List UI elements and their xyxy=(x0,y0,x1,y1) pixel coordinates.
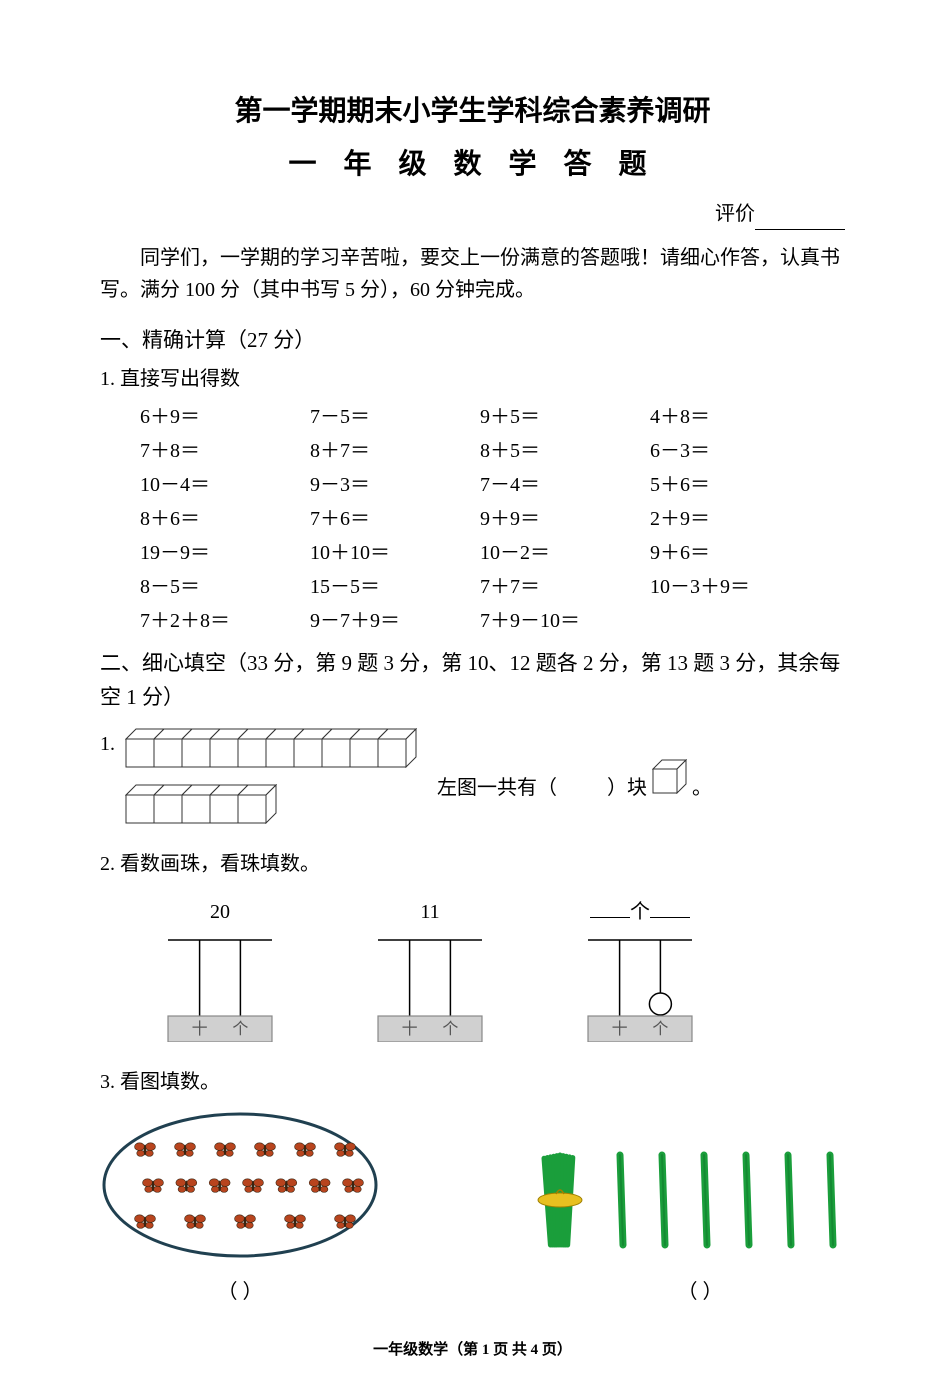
abacus-blank[interactable] xyxy=(590,917,630,918)
calc-cell: 5＋6＝ xyxy=(650,469,820,501)
section2-heading-text: 二、细心填空（33 分，第 9 题 3 分，第 10、12 题各 2 分，第 1… xyxy=(100,651,840,709)
calc-row: 19－9＝10＋10＝10－2＝9＋6＝ xyxy=(140,537,845,569)
calc-cell: 9＋5＝ xyxy=(480,401,650,433)
question-2: 2. 看数画珠，看珠填数。 20十个11十个个十个 xyxy=(100,848,845,1052)
q3-butterflies-col: （ ） xyxy=(100,1110,380,1308)
calc-cell: 9＋6＝ xyxy=(650,537,820,569)
q1-text-suffix: ）块 xyxy=(607,777,647,799)
calc-row: 10－4＝9－3＝7－4＝5＋6＝ xyxy=(140,469,845,501)
calc-cell xyxy=(650,605,820,637)
q1-text: 左图一共有（ ）块 。 xyxy=(437,759,712,804)
calc-cell: 9－7＋9＝ xyxy=(310,605,480,637)
butterfly-oval xyxy=(100,1110,380,1270)
calc-cell: 10－2＝ xyxy=(480,537,650,569)
calc-cell: 8＋6＝ xyxy=(140,503,310,535)
q2-text: 看数画珠，看珠填数。 xyxy=(120,853,320,875)
abacus-svg: 十个 xyxy=(580,932,700,1052)
svg-text:个: 个 xyxy=(652,1020,668,1038)
svg-text:十: 十 xyxy=(402,1020,418,1038)
section1-sub: 1. 直接写出得数 xyxy=(100,363,845,395)
calc-cell: 7＋6＝ xyxy=(310,503,480,535)
calc-cell: 7＋7＝ xyxy=(480,571,650,603)
calc-cell: 7＋2＋8＝ xyxy=(140,605,310,637)
abacus-unit: 个十个 xyxy=(580,896,700,1052)
calc-row: 7＋2＋8＝9－7＋9＝7＋9－10＝ xyxy=(140,605,845,637)
abacus-svg: 十个 xyxy=(160,932,280,1052)
abacus-unit: 20十个 xyxy=(160,896,280,1052)
intro-paragraph: 同学们，一学期的学习辛苦啦，要交上一份满意的答题哦！请细心作答，认真书写。满分 … xyxy=(100,242,845,306)
q3-sticks-col: （ ） xyxy=(520,1140,880,1308)
calc-row: 8＋6＝7＋6＝9＋9＝2＋9＝ xyxy=(140,503,845,535)
page-footer: 一年级数学（第 1 页 共 4 页） xyxy=(100,1338,845,1362)
question-3: 3. 看图填数。 （ ） （ ） xyxy=(100,1066,845,1308)
single-cube-icon xyxy=(652,759,687,804)
question-1: 1. 左图一共有（ ）块 。 xyxy=(100,728,845,834)
calc-cell: 6＋9＝ xyxy=(140,401,310,433)
calc-cell: 10－3＋9＝ xyxy=(650,571,820,603)
abacus-unit: 11十个 xyxy=(370,896,490,1052)
abacus-label: 11 xyxy=(370,896,490,928)
q3-text: 看图填数。 xyxy=(120,1071,220,1093)
calc-cell: 8＋5＝ xyxy=(480,435,650,467)
calc-cell: 4＋8＝ xyxy=(650,401,820,433)
cube-stacks xyxy=(125,728,417,834)
abacus-area: 20十个11十个个十个 xyxy=(160,896,845,1052)
section1-heading: 一、精确计算（27 分） xyxy=(100,324,845,358)
q3-right-paren[interactable]: （ ） xyxy=(520,1276,880,1308)
section2-heading: 二、细心填空（33 分，第 9 题 3 分，第 10、12 题各 2 分，第 1… xyxy=(100,647,845,714)
svg-text:个: 个 xyxy=(442,1020,458,1038)
calc-cell: 7－5＝ xyxy=(310,401,480,433)
calc-cell: 7－4＝ xyxy=(480,469,650,501)
q1-text-end: 。 xyxy=(692,777,712,799)
calc-cell: 2＋9＝ xyxy=(650,503,820,535)
sticks-picture xyxy=(520,1140,880,1270)
title-sub: 一 年 级 数 学 答 题 xyxy=(100,143,845,188)
eval-line: 评价 xyxy=(100,198,845,230)
calc-cell: 6－3＝ xyxy=(650,435,820,467)
calc-row: 8－5＝15－5＝7＋7＝10－3＋9＝ xyxy=(140,571,845,603)
calc-cell: 15－5＝ xyxy=(310,571,480,603)
svg-text:十: 十 xyxy=(192,1020,208,1038)
abacus-label: 20 xyxy=(160,896,280,928)
calc-cell: 9＋9＝ xyxy=(480,503,650,535)
abacus-svg: 十个 xyxy=(370,932,490,1052)
abacus-blank[interactable] xyxy=(650,917,690,918)
calc-cell: 19－9＝ xyxy=(140,537,310,569)
q1-number: 1. xyxy=(100,728,115,760)
calc-row: 7＋8＝8＋7＝8＋5＝6－3＝ xyxy=(140,435,845,467)
calc-cell: 8＋7＝ xyxy=(310,435,480,467)
calc-cell: 9－3＝ xyxy=(310,469,480,501)
calc-grid: 6＋9＝7－5＝9＋5＝4＋8＝7＋8＝8＋7＝8＋5＝6－3＝10－4＝9－3… xyxy=(140,401,845,637)
calc-cell: 10＋10＝ xyxy=(310,537,480,569)
svg-text:十: 十 xyxy=(612,1020,628,1038)
calc-row: 6＋9＝7－5＝9＋5＝4＋8＝ xyxy=(140,401,845,433)
q1-text-prefix: 左图一共有（ xyxy=(437,777,557,799)
abacus-label: 个 xyxy=(580,896,700,928)
calc-cell: 7＋9－10＝ xyxy=(480,605,650,637)
calc-cell: 7＋8＝ xyxy=(140,435,310,467)
calc-cell: 8－5＝ xyxy=(140,571,310,603)
title-main: 第一学期期末小学生学科综合素养调研 xyxy=(100,90,845,135)
q3-number: 3. xyxy=(100,1071,115,1093)
eval-blank[interactable] xyxy=(755,229,845,230)
q2-number: 2. xyxy=(100,853,115,875)
q3-left-paren[interactable]: （ ） xyxy=(100,1276,380,1308)
svg-text:个: 个 xyxy=(232,1020,248,1038)
eval-label: 评价 xyxy=(715,203,755,225)
calc-cell: 10－4＝ xyxy=(140,469,310,501)
